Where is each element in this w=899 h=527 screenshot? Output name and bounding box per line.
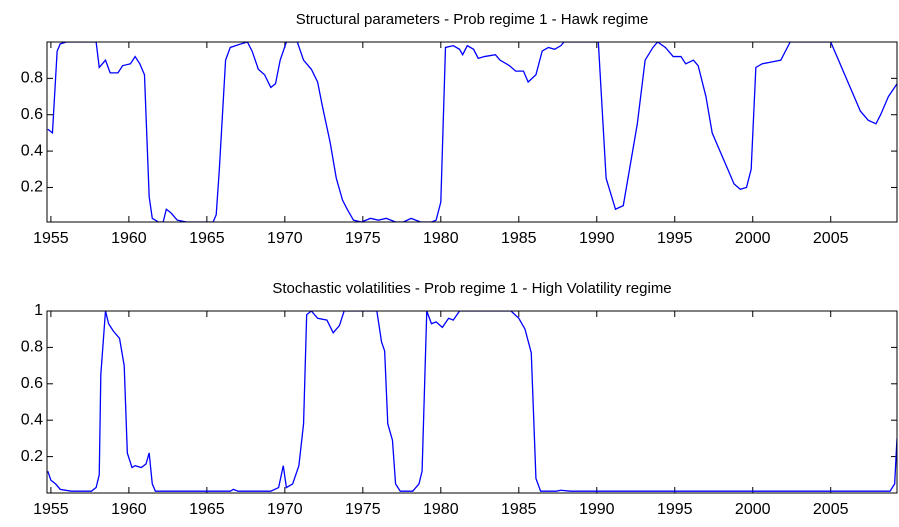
x-tick-label: 1990 — [579, 501, 615, 518]
x-tick-label: 1960 — [111, 230, 147, 247]
y-tick-label: 0.8 — [21, 339, 43, 356]
y-tick-label: 1 — [34, 302, 43, 319]
y-tick-label: 0.6 — [21, 375, 43, 392]
x-tick-label: 1995 — [657, 230, 693, 247]
y-tick-label: 0.6 — [21, 106, 43, 123]
y-tick-label: 0.2 — [21, 448, 43, 465]
axes-box — [46, 41, 898, 223]
y-tick-label: 0.8 — [21, 70, 43, 87]
x-tick-label: 1975 — [345, 501, 381, 518]
x-tick-label: 2005 — [813, 501, 849, 518]
x-tick-label: 1990 — [579, 230, 615, 247]
x-tick-label: 1980 — [423, 230, 459, 247]
x-tick-label: 1965 — [189, 501, 225, 518]
x-tick-label: 1995 — [657, 501, 693, 518]
x-tick-label: 1955 — [33, 230, 69, 247]
axes-box — [46, 310, 898, 494]
x-tick-label: 2005 — [813, 230, 849, 247]
x-tick-label: 1980 — [423, 501, 459, 518]
chart-title: Structural parameters - Prob regime 1 - … — [296, 11, 649, 28]
data-line — [47, 311, 897, 492]
x-tick-label: 1985 — [501, 230, 537, 247]
x-tick-label: 1955 — [33, 501, 69, 518]
y-tick-label: 0.4 — [21, 142, 43, 159]
x-tick-label: 1965 — [189, 230, 225, 247]
x-tick-label: 1985 — [501, 501, 537, 518]
chart-title: Stochastic volatilities - Prob regime 1 … — [272, 280, 671, 297]
x-tick-label: 1960 — [111, 501, 147, 518]
x-tick-label: 1970 — [267, 230, 303, 247]
y-tick-label: 0.2 — [21, 179, 43, 196]
x-tick-label: 2000 — [735, 501, 771, 518]
data-line — [47, 42, 897, 222]
x-tick-label: 1975 — [345, 230, 381, 247]
y-tick-label: 0.4 — [21, 411, 43, 428]
subplot: Stochastic volatilities - Prob regime 1 … — [21, 280, 898, 518]
x-tick-label: 1970 — [267, 501, 303, 518]
x-tick-label: 2000 — [735, 230, 771, 247]
subplot: Structural parameters - Prob regime 1 - … — [21, 11, 898, 247]
